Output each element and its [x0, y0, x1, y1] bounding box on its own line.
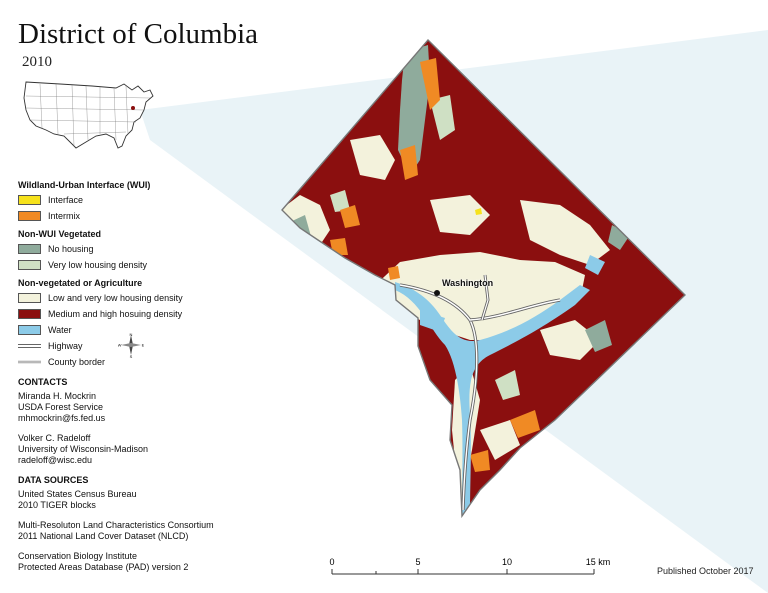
legend-label: No housing: [48, 243, 94, 254]
legend-label: Water: [48, 324, 72, 335]
scale-tick-label: 0: [329, 557, 334, 567]
highways: [399, 274, 561, 511]
source-line: Multi-Resoluton Land Characteristics Con…: [18, 520, 214, 530]
contact-org: USDA Forest Service: [18, 402, 104, 412]
source-line: 2010 TIGER blocks: [18, 500, 96, 510]
source-line: 2011 National Land Cover Dataset (NLCD): [18, 531, 189, 541]
swatch-very-low: [18, 259, 41, 270]
contacts-heading: CONTACTS: [18, 377, 68, 387]
legend-label: Low and very low housing density: [48, 292, 183, 303]
source-entry: Conservation Biology Institute Protected…: [18, 551, 268, 573]
legend-heading-nonwui: Non-WUI Vegetated: [18, 229, 102, 239]
swatch-low-density: [18, 292, 41, 303]
swatch-water: [18, 324, 41, 335]
legend-label: Very low housing density: [48, 259, 148, 270]
swatch-interface: [18, 194, 41, 205]
legend-item-no-housing: No housing: [18, 242, 258, 255]
legend-item-water: Water: [18, 323, 258, 336]
svg-text:N: N: [130, 332, 133, 337]
scale-tick-label: 15 km: [586, 557, 611, 567]
source-line: Protected Areas Database (PAD) version 2: [18, 562, 189, 572]
legend-label: Interface: [48, 194, 84, 205]
swatch-medium-high: [18, 308, 41, 319]
washington-city-marker: [434, 290, 440, 296]
contact-email: mhmockrin@fs.fed.us: [18, 413, 106, 423]
legend-item-low-density: Low and very low housing density: [18, 291, 258, 304]
land-cover-patches: [282, 45, 630, 516]
source-entry: Multi-Resoluton Land Characteristics Con…: [18, 520, 268, 542]
legend-item-highway: Highway: [18, 339, 258, 352]
legend-item-medium-high: Medium and high hosuing density: [18, 307, 258, 320]
dc-location-marker: [131, 106, 135, 110]
source-line: Conservation Biology Institute: [18, 551, 138, 561]
contact-entry: Volker C. Radeloff University of Wiscons…: [18, 433, 268, 466]
map-legend: Wildland-Urban Interface (WUI) Interface…: [18, 180, 258, 371]
map-year: 2010: [22, 54, 52, 70]
county-border-line-icon: [18, 360, 41, 363]
legend-item-very-low: Very low housing density: [18, 258, 258, 271]
highway-line-icon: [18, 343, 41, 348]
legend-heading-nonveg: Non-vegetated or Agriculture: [18, 278, 143, 288]
swatch-intermix: [18, 210, 41, 221]
contact-name: Miranda H. Mockrin: [18, 391, 97, 401]
source-line: United States Census Bureau: [18, 489, 137, 499]
scale-tick-label: 5: [415, 557, 420, 567]
svg-text:W: W: [118, 343, 122, 348]
swatch-no-housing: [18, 243, 41, 254]
legend-label: Highway: [48, 340, 83, 351]
svg-text:S: S: [130, 354, 133, 358]
legend-item-intermix: Intermix: [18, 209, 258, 222]
contact-name: Volker C. Radeloff: [18, 433, 91, 443]
city-label-washington: Washington: [442, 278, 494, 288]
published-date: Published October 2017: [657, 566, 754, 576]
contact-email: radeloff@wisc.edu: [18, 455, 93, 465]
contact-entry: Miranda H. Mockrin USDA Forest Service m…: [18, 391, 268, 424]
scale-tick-label: 10: [502, 557, 512, 567]
legend-heading-wui: Wildland-Urban Interface (WUI): [18, 180, 151, 190]
credits-panel: CONTACTS Miranda H. Mockrin USDA Forest …: [18, 377, 268, 582]
legend-label: Medium and high hosuing density: [48, 308, 183, 319]
dc-land-cover-map: [281, 39, 686, 517]
legend-label: Intermix: [48, 210, 81, 221]
data-sources-heading: DATA SOURCES: [18, 475, 89, 485]
compass-rose-icon: N S E W: [118, 332, 144, 358]
legend-label: County border: [48, 356, 106, 367]
us-locator-map: [23, 81, 154, 149]
svg-text:E: E: [142, 343, 144, 348]
source-entry: United States Census Bureau 2010 TIGER b…: [18, 489, 268, 511]
legend-item-interface: Interface: [18, 193, 258, 206]
map-title: District of Columbia: [18, 18, 259, 50]
scale-bar: 0 5 10 15 km: [329, 557, 611, 575]
legend-item-county-border: County border: [18, 355, 258, 368]
contact-org: University of Wisconsin-Madison: [18, 444, 149, 454]
